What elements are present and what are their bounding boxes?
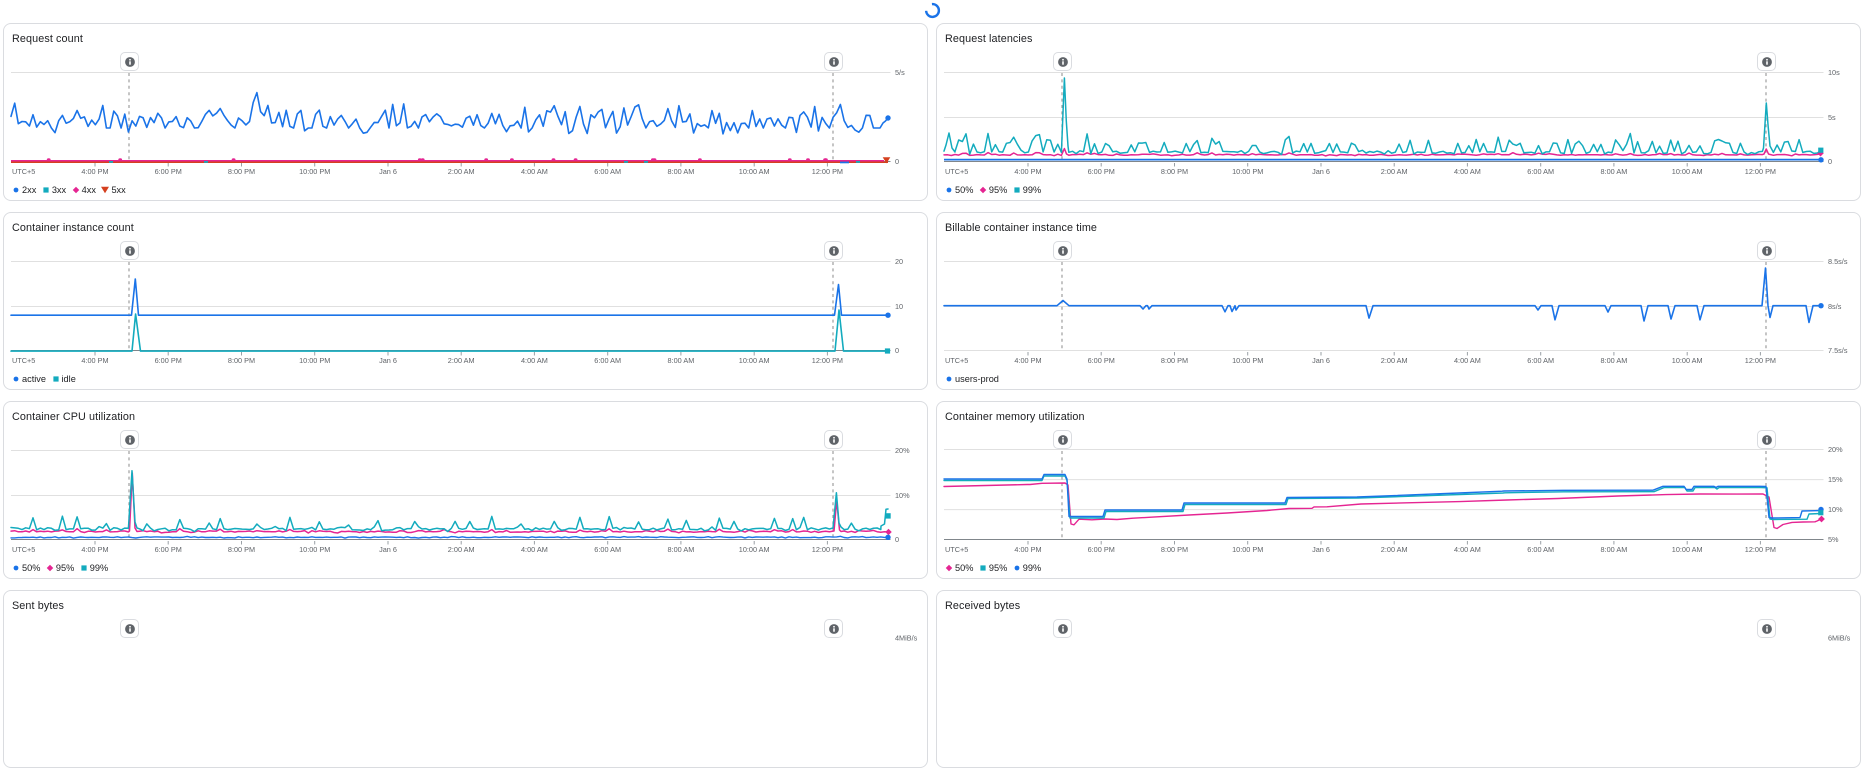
svg-text:12:00 PM: 12:00 PM (1745, 545, 1776, 554)
svg-text:5%: 5% (1828, 535, 1839, 544)
svg-text:6:00 AM: 6:00 AM (594, 167, 621, 176)
svg-text:8:00 AM: 8:00 AM (1601, 545, 1628, 554)
svg-text:10:00 AM: 10:00 AM (1672, 356, 1703, 365)
svg-text:10:00 PM: 10:00 PM (1232, 356, 1263, 365)
svg-text:2:00 AM: 2:00 AM (448, 545, 475, 554)
svg-text:6:00 AM: 6:00 AM (1527, 545, 1554, 554)
svg-text:12:00 PM: 12:00 PM (812, 167, 843, 176)
svg-text:10:00 PM: 10:00 PM (1232, 545, 1263, 554)
svg-text:4:00 AM: 4:00 AM (521, 356, 548, 365)
svg-text:4:00 AM: 4:00 AM (521, 167, 548, 176)
svg-text:UTC+5: UTC+5 (12, 356, 35, 365)
svg-text:6:00 PM: 6:00 PM (155, 356, 182, 365)
svg-text:UTC+5: UTC+5 (945, 545, 968, 554)
svg-text:UTC+5: UTC+5 (12, 167, 35, 176)
svg-text:8:00 PM: 8:00 PM (228, 545, 255, 554)
svg-text:4:00 PM: 4:00 PM (1014, 167, 1041, 176)
svg-text:2:00 AM: 2:00 AM (1381, 167, 1408, 176)
svg-text:2:00 AM: 2:00 AM (448, 356, 475, 365)
svg-text:6:00 AM: 6:00 AM (1527, 356, 1554, 365)
svg-text:5s: 5s (1828, 113, 1836, 122)
svg-text:8:00 PM: 8:00 PM (1161, 545, 1188, 554)
svg-text:Jan 6: Jan 6 (1312, 356, 1330, 365)
svg-text:12:00 PM: 12:00 PM (1745, 356, 1776, 365)
svg-text:8:00 PM: 8:00 PM (228, 167, 255, 176)
svg-text:10: 10 (895, 302, 903, 311)
svg-text:0: 0 (1828, 157, 1832, 166)
svg-text:12:00 PM: 12:00 PM (812, 356, 843, 365)
svg-text:10:00 PM: 10:00 PM (1232, 167, 1263, 176)
svg-text:7.5s/s: 7.5s/s (1828, 346, 1848, 355)
svg-text:20%: 20% (1828, 445, 1843, 454)
svg-text:8.5s/s: 8.5s/s (1828, 257, 1848, 266)
svg-text:15%: 15% (1828, 475, 1843, 484)
svg-text:10:00 PM: 10:00 PM (299, 356, 330, 365)
svg-text:12:00 PM: 12:00 PM (1745, 167, 1776, 176)
svg-text:0: 0 (895, 346, 899, 355)
svg-text:6:00 PM: 6:00 PM (155, 545, 182, 554)
svg-text:4:00 PM: 4:00 PM (1014, 356, 1041, 365)
svg-text:5/s: 5/s (895, 68, 905, 77)
svg-text:Jan 6: Jan 6 (379, 545, 397, 554)
svg-text:UTC+5: UTC+5 (945, 167, 968, 176)
svg-text:10:00 PM: 10:00 PM (299, 167, 330, 176)
svg-text:Jan 6: Jan 6 (379, 356, 397, 365)
svg-text:4:00 AM: 4:00 AM (1454, 545, 1481, 554)
svg-text:8:00 AM: 8:00 AM (668, 167, 695, 176)
svg-text:Jan 6: Jan 6 (1312, 545, 1330, 554)
svg-text:8:00 PM: 8:00 PM (1161, 167, 1188, 176)
svg-text:6:00 AM: 6:00 AM (594, 356, 621, 365)
svg-text:4:00 PM: 4:00 PM (1014, 545, 1041, 554)
svg-text:8:00 PM: 8:00 PM (228, 356, 255, 365)
svg-text:10s: 10s (1828, 68, 1840, 77)
svg-text:4:00 PM: 4:00 PM (81, 167, 108, 176)
svg-text:8:00 PM: 8:00 PM (1161, 356, 1188, 365)
svg-text:0: 0 (895, 157, 899, 166)
svg-text:4:00 AM: 4:00 AM (1454, 356, 1481, 365)
svg-text:10:00 PM: 10:00 PM (299, 545, 330, 554)
svg-text:8:00 AM: 8:00 AM (1601, 167, 1628, 176)
svg-text:10:00 AM: 10:00 AM (739, 545, 770, 554)
svg-text:6:00 PM: 6:00 PM (155, 167, 182, 176)
svg-text:8:00 AM: 8:00 AM (668, 545, 695, 554)
svg-text:8:00 AM: 8:00 AM (668, 356, 695, 365)
svg-text:10:00 AM: 10:00 AM (739, 167, 770, 176)
svg-text:10:00 AM: 10:00 AM (1672, 545, 1703, 554)
svg-text:4MiB/s: 4MiB/s (895, 634, 918, 643)
svg-text:8s/s: 8s/s (1828, 302, 1842, 311)
svg-text:6MiB/s: 6MiB/s (1828, 634, 1851, 643)
svg-text:4:00 AM: 4:00 AM (521, 545, 548, 554)
svg-text:10%: 10% (895, 491, 910, 500)
svg-text:6:00 AM: 6:00 AM (1527, 167, 1554, 176)
svg-text:2:00 AM: 2:00 AM (448, 167, 475, 176)
svg-text:10%: 10% (1828, 505, 1843, 514)
svg-text:2:00 AM: 2:00 AM (1381, 356, 1408, 365)
svg-text:8:00 AM: 8:00 AM (1601, 356, 1628, 365)
svg-text:10:00 AM: 10:00 AM (1672, 167, 1703, 176)
svg-text:20%: 20% (895, 446, 910, 455)
svg-text:UTC+5: UTC+5 (945, 356, 968, 365)
svg-text:4:00 PM: 4:00 PM (81, 356, 108, 365)
svg-text:6:00 PM: 6:00 PM (1088, 356, 1115, 365)
svg-text:12:00 PM: 12:00 PM (812, 545, 843, 554)
svg-text:6:00 PM: 6:00 PM (1088, 167, 1115, 176)
svg-text:6:00 PM: 6:00 PM (1088, 545, 1115, 554)
svg-text:Jan 6: Jan 6 (1312, 167, 1330, 176)
svg-text:Jan 6: Jan 6 (379, 167, 397, 176)
svg-text:4:00 AM: 4:00 AM (1454, 167, 1481, 176)
svg-text:0: 0 (895, 535, 899, 544)
svg-text:2:00 AM: 2:00 AM (1381, 545, 1408, 554)
svg-text:4:00 PM: 4:00 PM (81, 545, 108, 554)
svg-text:6:00 AM: 6:00 AM (594, 545, 621, 554)
svg-text:UTC+5: UTC+5 (12, 545, 35, 554)
svg-text:10:00 AM: 10:00 AM (739, 356, 770, 365)
svg-text:20: 20 (895, 257, 903, 266)
